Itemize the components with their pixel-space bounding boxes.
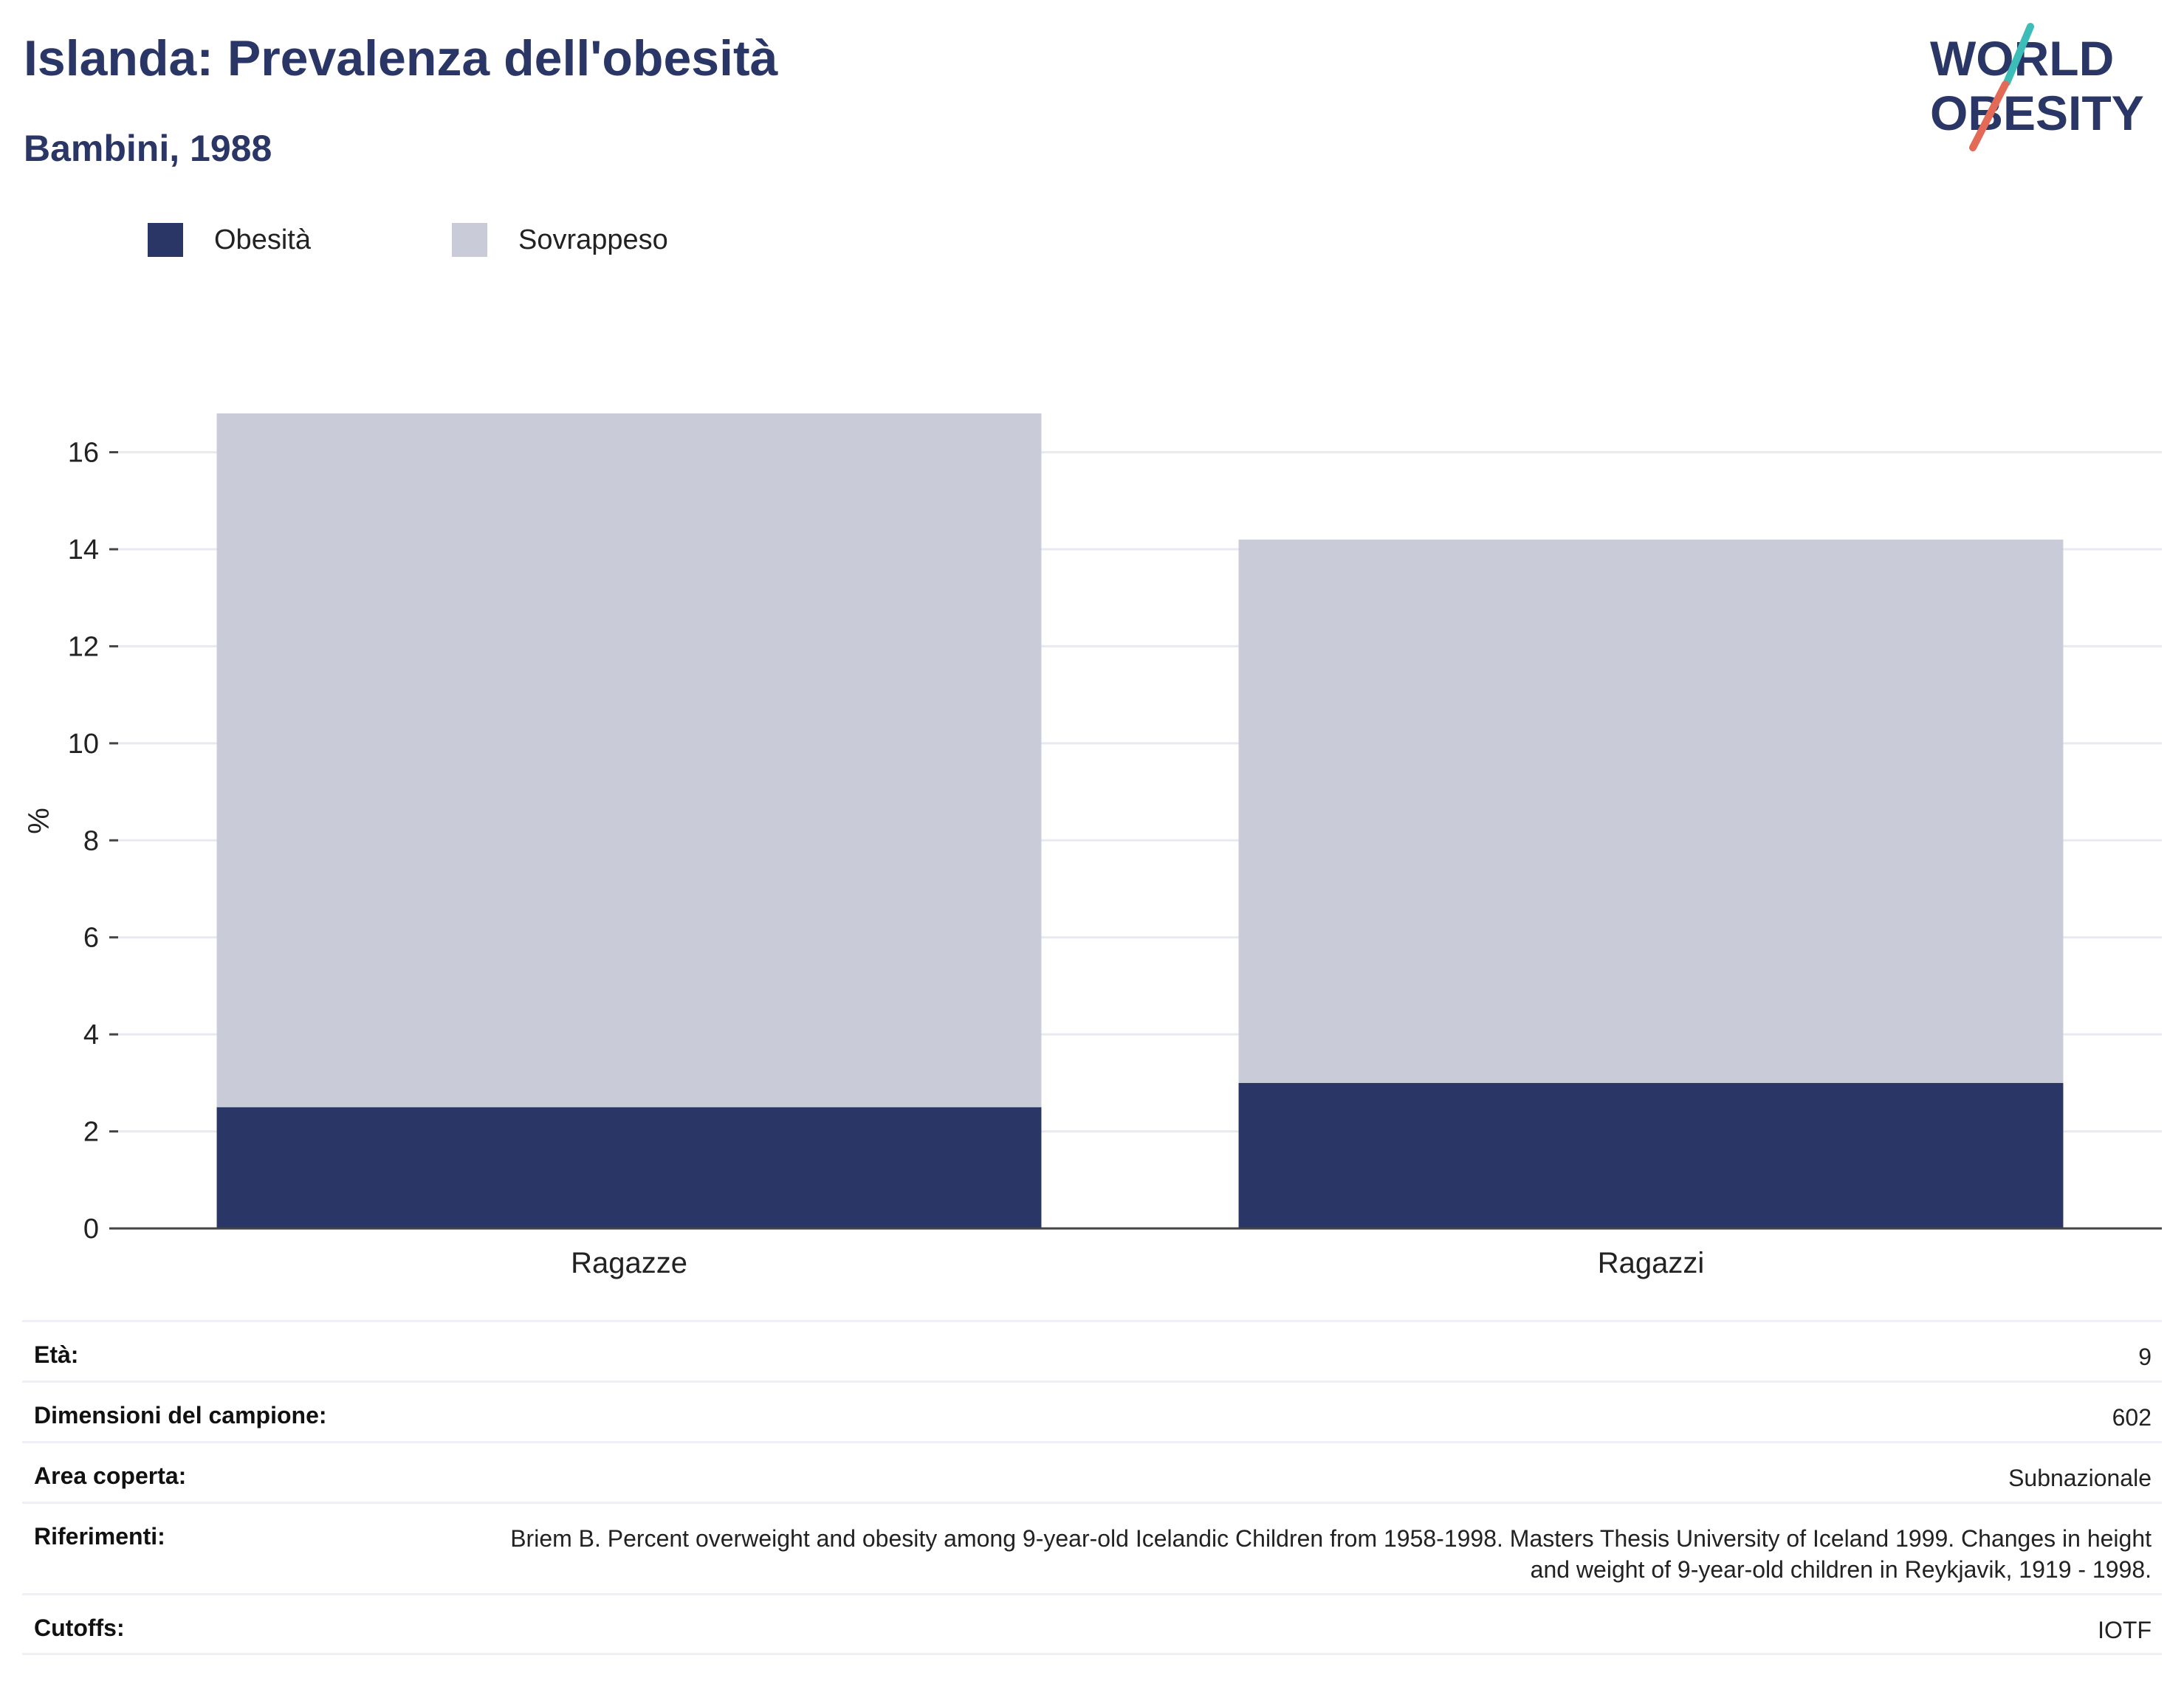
bar-ragazze-obesit xyxy=(216,1107,1042,1228)
y-tick-label: 6 xyxy=(83,923,99,954)
bar-ragazze-sovrappeso xyxy=(216,413,1042,1107)
legend-label-sovrappeso: Sovrappeso xyxy=(518,224,668,255)
details-row-riferimenti: Riferimenti: Briem B. Percent overweight… xyxy=(22,1502,2162,1593)
details-value: 9 xyxy=(2138,1344,2152,1370)
details-key: Cutoffs: xyxy=(34,1615,125,1641)
details-table: Età: 9 Dimensioni del campione: 602 Area… xyxy=(22,1320,2162,1655)
x-tick-label: Ragazzi xyxy=(1598,1247,1705,1279)
y-tick-label: 4 xyxy=(83,1020,99,1051)
details-key: Area coperta: xyxy=(34,1462,187,1489)
details-row-campione: Dimensioni del campione: 602 xyxy=(22,1381,2162,1441)
bar-ragazzi-obesit xyxy=(1238,1082,2064,1228)
bars xyxy=(216,413,2064,1228)
y-tick-label: 10 xyxy=(68,729,99,760)
y-tick-label: 14 xyxy=(68,534,99,565)
y-axis-label: % xyxy=(23,808,55,834)
bar-chart: 0 2 4 6 8 10 12 14 16 Ragazze Ragazzi % xyxy=(23,413,2162,1279)
x-tick-label: Ragazze xyxy=(571,1247,687,1279)
details-row-area: Area coperta: Subnazionale xyxy=(22,1441,2162,1502)
y-tick-label: 16 xyxy=(68,438,99,469)
logo-slash-teal xyxy=(2003,23,2034,86)
chart-title: Islanda: Prevalenza dell'obesità xyxy=(24,30,778,86)
x-tick-labels: Ragazze Ragazzi xyxy=(571,1247,1704,1279)
world-obesity-logo: WORLD OBESITY xyxy=(1930,23,2144,151)
y-tick-labels: 0 2 4 6 8 10 12 14 16 xyxy=(68,438,118,1245)
y-tick-label: 0 xyxy=(83,1214,99,1245)
details-key: Dimensioni del campione: xyxy=(34,1402,327,1428)
logo-line-2: OBESITY xyxy=(1930,86,2144,140)
chart-subtitle: Bambini, 1988 xyxy=(24,128,272,169)
details-value: Briem B. Percent overweight and obesity … xyxy=(510,1525,2152,1583)
y-tick-label: 12 xyxy=(68,631,99,662)
legend-label-obesita: Obesità xyxy=(214,224,311,255)
bar-ragazzi-sovrappeso xyxy=(1238,539,2064,1083)
details-key: Riferimenti: xyxy=(34,1523,165,1550)
details-row-cutoffs: Cutoffs: IOTF xyxy=(22,1593,2162,1655)
y-tick-label: 2 xyxy=(83,1117,99,1148)
legend-swatch-obesita xyxy=(148,223,183,257)
details-value: Subnazionale xyxy=(2008,1465,2152,1491)
details-row-eta: Età: 9 xyxy=(22,1320,2162,1381)
legend-swatch-sovrappeso xyxy=(452,223,487,257)
details-value: IOTF xyxy=(2098,1617,2152,1643)
details-value: 602 xyxy=(2112,1404,2152,1431)
logo-slash-coral xyxy=(1969,80,2009,151)
details-key: Età: xyxy=(34,1341,79,1368)
y-tick-label: 8 xyxy=(83,825,99,856)
